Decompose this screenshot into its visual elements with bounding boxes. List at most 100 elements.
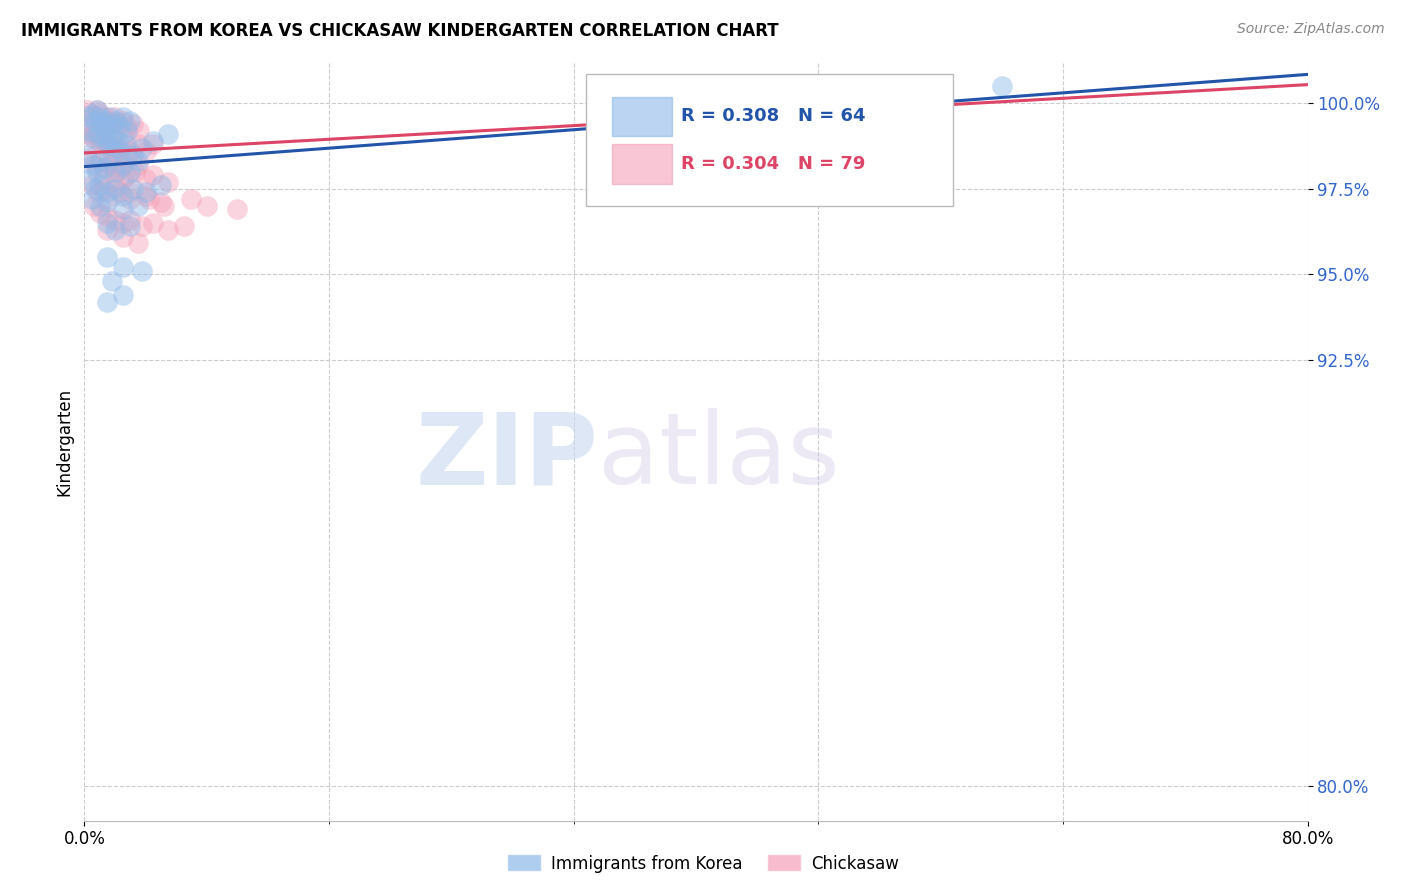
Point [80, 178, 103, 193]
Point [76, 103, 98, 118]
Point [89, 199, 111, 213]
Point [127, 236, 149, 251]
Point [89, 134, 111, 148]
Point [153, 199, 176, 213]
Point [120, 192, 142, 206]
Legend: Immigrants from Korea, Chickasaw: Immigrants from Korea, Chickasaw [501, 847, 905, 880]
Point [114, 137, 136, 152]
Point [104, 178, 127, 193]
Point [94, 130, 117, 145]
Point [77, 110, 100, 124]
Point [107, 117, 129, 131]
Point [108, 185, 131, 199]
Point [98, 158, 121, 172]
Point [93, 182, 115, 196]
Point [157, 127, 180, 141]
Point [89, 106, 111, 120]
Point [135, 188, 157, 202]
Point [135, 145, 157, 159]
Point [120, 113, 142, 128]
Point [98, 110, 121, 124]
Point [83, 127, 105, 141]
Point [91, 113, 114, 128]
Point [104, 110, 127, 124]
Point [173, 219, 195, 234]
Point [142, 168, 165, 182]
FancyBboxPatch shape [612, 96, 672, 136]
Point [94, 137, 117, 152]
Point [90, 117, 112, 131]
Point [103, 130, 125, 145]
Point [97, 137, 120, 152]
Point [110, 161, 132, 176]
Point [131, 141, 153, 155]
Point [120, 219, 142, 234]
Point [127, 137, 149, 152]
Point [101, 188, 124, 202]
Point [195, 199, 218, 213]
Point [101, 130, 124, 145]
Point [101, 117, 124, 131]
Point [101, 274, 124, 288]
Text: R = 0.308   N = 64: R = 0.308 N = 64 [682, 107, 866, 125]
Point [111, 216, 134, 230]
Point [104, 165, 127, 179]
Point [104, 212, 127, 227]
Point [89, 154, 111, 169]
Point [83, 110, 105, 124]
Point [127, 158, 149, 172]
Point [120, 185, 142, 199]
Point [127, 199, 149, 213]
Point [87, 127, 110, 141]
Point [86, 103, 108, 118]
Text: IMMIGRANTS FROM KOREA VS CHICKASAW KINDERGARTEN CORRELATION CHART: IMMIGRANTS FROM KOREA VS CHICKASAW KINDE… [21, 22, 779, 40]
Point [120, 165, 142, 179]
Point [103, 117, 125, 131]
Point [104, 165, 127, 179]
Point [991, 79, 1014, 94]
Point [105, 113, 128, 128]
Point [115, 151, 138, 165]
Point [96, 223, 118, 237]
Point [84, 158, 107, 172]
Text: ZIP: ZIP [415, 409, 598, 505]
Point [97, 151, 120, 165]
Point [180, 192, 202, 206]
Point [96, 120, 118, 135]
Point [142, 216, 165, 230]
Point [101, 154, 124, 169]
Point [157, 223, 180, 237]
Point [89, 134, 111, 148]
Point [83, 199, 105, 213]
Point [104, 182, 127, 196]
Point [86, 165, 108, 179]
Point [108, 147, 131, 161]
Point [127, 154, 149, 169]
Point [108, 120, 131, 135]
FancyBboxPatch shape [586, 74, 953, 207]
Point [111, 229, 134, 244]
Point [135, 171, 157, 186]
Point [83, 130, 105, 145]
Point [112, 134, 135, 148]
Y-axis label: Kindergarten: Kindergarten [55, 387, 73, 496]
Point [101, 145, 124, 159]
Point [107, 134, 129, 148]
Point [91, 134, 114, 148]
Point [122, 147, 145, 161]
Point [93, 113, 115, 128]
Point [79, 124, 101, 138]
Point [115, 120, 138, 135]
Point [111, 287, 134, 301]
Point [94, 110, 117, 124]
Point [79, 106, 101, 120]
Point [107, 141, 129, 155]
Point [76, 147, 98, 161]
Point [87, 185, 110, 199]
Point [135, 185, 157, 199]
Point [91, 171, 114, 186]
Point [80, 158, 103, 172]
Point [111, 113, 134, 128]
Point [111, 110, 134, 124]
Point [122, 117, 145, 131]
